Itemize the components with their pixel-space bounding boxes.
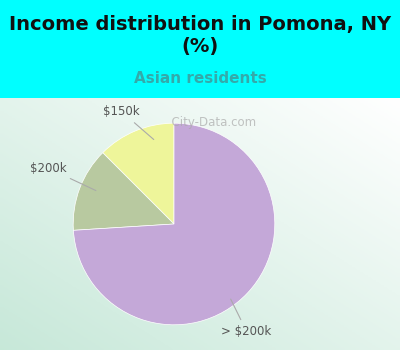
Text: $200k: $200k: [30, 162, 96, 190]
Text: > $200k: > $200k: [222, 299, 272, 338]
Wedge shape: [103, 123, 174, 224]
Text: Income distribution in Pomona, NY
(%): Income distribution in Pomona, NY (%): [9, 15, 391, 56]
Text: City-Data.com: City-Data.com: [164, 116, 256, 129]
Wedge shape: [73, 123, 275, 325]
Text: Asian residents: Asian residents: [134, 71, 266, 86]
Wedge shape: [73, 153, 174, 230]
Text: $150k: $150k: [103, 105, 154, 140]
